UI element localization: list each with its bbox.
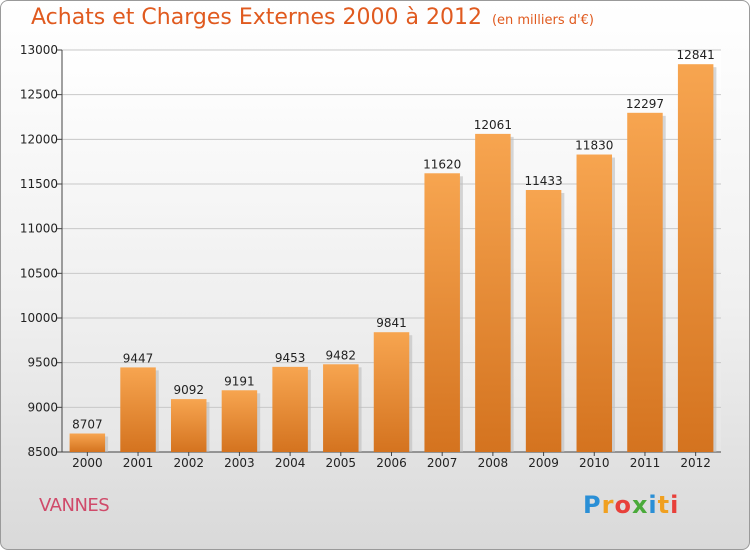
y-tick-label: 13000 [20, 43, 58, 57]
data-label: 9453 [275, 351, 306, 365]
y-tick-label: 11500 [20, 177, 58, 191]
data-label: 12061 [474, 118, 512, 132]
y-tick-label: 9000 [27, 400, 58, 414]
bar [525, 189, 562, 452]
x-tick-label: 2002 [173, 456, 204, 470]
data-label: 11620 [423, 157, 461, 171]
bar [120, 367, 156, 452]
data-label: 12841 [677, 48, 715, 62]
x-tick-label: 2004 [275, 456, 306, 470]
plot-area: 8500 9000 9500 10000 10500 11000 11500 12000 125… [20, 43, 721, 470]
x-tick-label: 2012 [680, 456, 711, 470]
bar [323, 364, 359, 452]
x-tick-label: 2009 [528, 456, 559, 470]
bar [677, 64, 714, 453]
y-tick-label: 11000 [20, 222, 58, 236]
x-tick-label: 2011 [630, 456, 661, 470]
y-tick-label: 12500 [20, 88, 58, 102]
bar [576, 154, 613, 452]
x-tick-label: 2005 [326, 456, 357, 470]
y-tick-label: 10000 [20, 311, 58, 325]
bar [424, 173, 460, 452]
bar [221, 390, 258, 452]
city-label: VANNES [39, 495, 110, 516]
data-label: 11830 [575, 139, 613, 153]
x-tick-label: 2001 [123, 456, 154, 470]
y-tick-label: 9500 [27, 356, 58, 370]
chart-subtitle: (en milliers d'€) [491, 13, 594, 28]
bar [170, 399, 207, 452]
data-label: 9092 [173, 383, 204, 397]
x-tick-label: 2003 [224, 456, 255, 470]
bar [69, 433, 106, 452]
x-tick-label: 2006 [376, 456, 407, 470]
bar [627, 112, 663, 452]
x-tick-label: 2007 [427, 456, 458, 470]
data-label: 9447 [123, 351, 154, 365]
bar [272, 366, 308, 452]
y-tick-label: 8500 [27, 445, 58, 459]
x-tick-label: 2000 [72, 456, 103, 470]
bar [475, 133, 511, 452]
data-label: 9482 [326, 348, 357, 362]
proxiti-logo: Proxiti [583, 491, 680, 519]
data-label: 12297 [626, 97, 664, 111]
x-tick-label: 2010 [579, 456, 610, 470]
y-tick-label: 12000 [20, 132, 58, 146]
chart-title-text: Achats et Charges Externes 2000 à 2012 [31, 5, 482, 30]
chart-title: Achats et Charges Externes 2000 à 2012 (e… [31, 5, 594, 30]
bar [373, 332, 410, 452]
data-label: 8707 [72, 418, 103, 432]
data-label: 11433 [524, 174, 562, 188]
x-tick-label: 2008 [478, 456, 509, 470]
y-tick-label: 10500 [20, 266, 58, 280]
data-label: 9841 [376, 316, 407, 330]
data-label: 9191 [224, 374, 255, 388]
